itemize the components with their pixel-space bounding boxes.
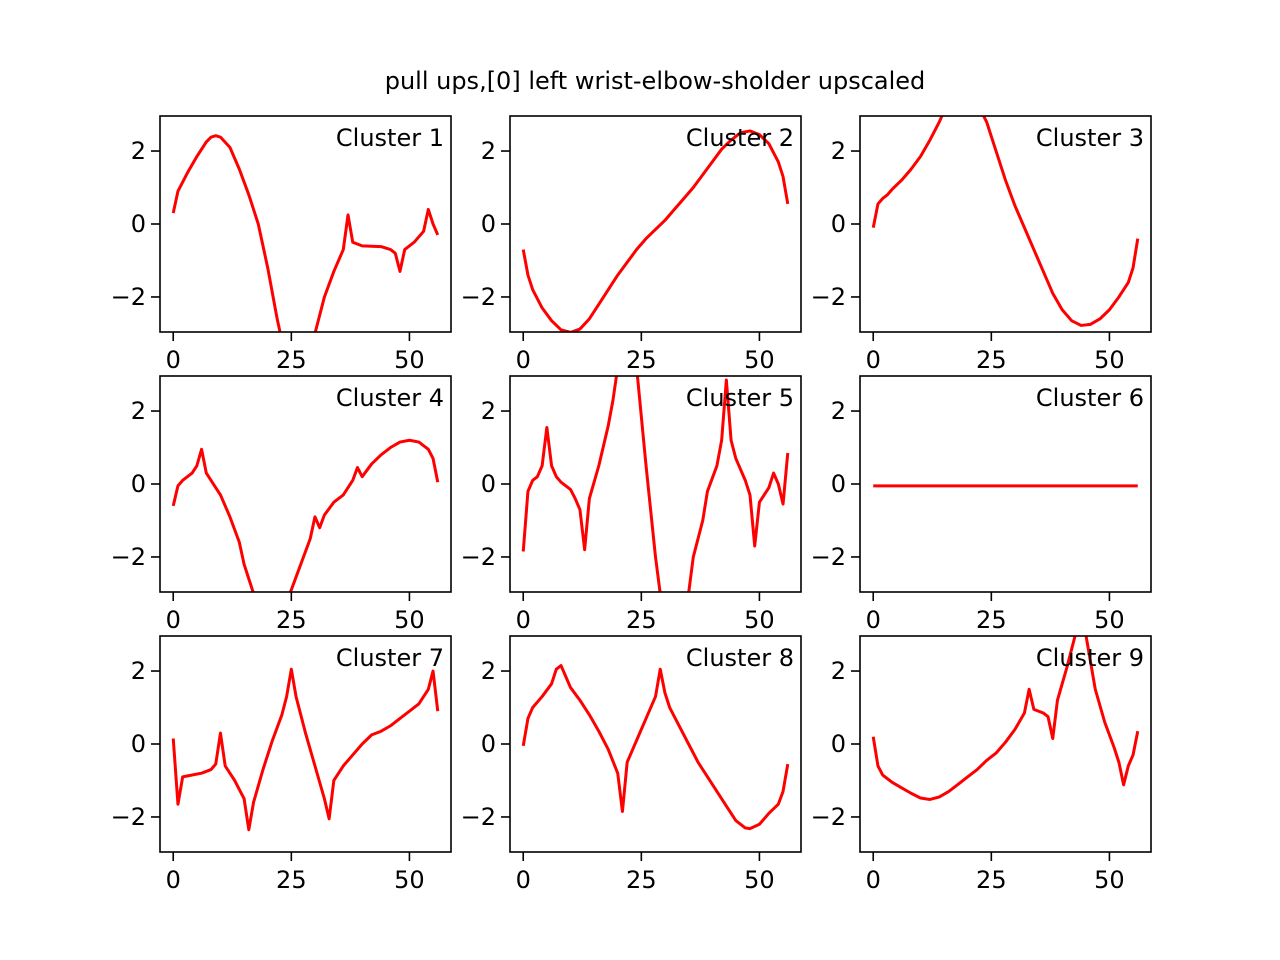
y-tick-label: 0 [131, 730, 146, 758]
subplot: −2 0 2 0 25 50 Cluster 9 [811, 635, 1152, 894]
data-line [521, 129, 790, 332]
x-tick-label: 50 [1094, 346, 1125, 374]
x-tick-label: 0 [166, 606, 181, 634]
y-tick-label: 2 [831, 137, 846, 165]
x-tick-label: 50 [394, 606, 425, 634]
x-tick-label: 25 [976, 606, 1007, 634]
y-tick-label: 0 [131, 210, 146, 238]
x-tick-label: 50 [744, 606, 775, 634]
x-tick-label: 25 [976, 346, 1007, 374]
subplot: −2 0 2 0 25 50 Cluster 7 [111, 635, 452, 894]
x-tick-label: 50 [394, 346, 425, 374]
y-tick-label: −2 [461, 543, 496, 571]
y-tick-label: 2 [481, 657, 496, 685]
data-line [871, 636, 1140, 801]
y-tick-label: 0 [831, 210, 846, 238]
y-tick-label: 0 [481, 730, 496, 758]
cluster-label: Cluster 9 [1036, 644, 1144, 672]
x-tick-label: 25 [276, 346, 307, 374]
y-tick-label: 0 [831, 730, 846, 758]
y-tick-label: 2 [131, 657, 146, 685]
cluster-label: Cluster 1 [336, 124, 444, 152]
x-tick-label: 50 [1094, 866, 1125, 894]
y-tick-label: 0 [131, 470, 146, 498]
y-tick-label: −2 [811, 283, 846, 311]
data-line [871, 116, 1140, 327]
subplot: −2 0 2 0 25 50 Cluster 5 [461, 375, 802, 634]
y-tick-label: −2 [111, 803, 146, 831]
subplot: −2 0 2 0 25 50 Cluster 1 [111, 115, 452, 374]
y-tick-label: −2 [461, 803, 496, 831]
subplot: −2 0 2 0 25 50 Cluster 4 [111, 375, 452, 634]
data-line [171, 438, 440, 592]
x-tick-label: 50 [1094, 606, 1125, 634]
x-tick-label: 25 [276, 866, 307, 894]
y-tick-label: 2 [831, 657, 846, 685]
y-tick-label: 2 [481, 397, 496, 425]
x-tick-label: 50 [744, 866, 775, 894]
x-tick-label: 0 [866, 866, 881, 894]
subplot: −2 0 2 0 25 50 Cluster 8 [461, 635, 802, 894]
x-tick-label: 0 [866, 346, 881, 374]
x-tick-label: 50 [394, 866, 425, 894]
x-tick-label: 25 [276, 606, 307, 634]
x-tick-label: 0 [516, 606, 531, 634]
cluster-label: Cluster 2 [686, 124, 794, 152]
cluster-label: Cluster 7 [336, 644, 444, 672]
subplot: −2 0 2 0 25 50 Cluster 2 [461, 115, 802, 374]
y-tick-label: 2 [131, 397, 146, 425]
y-tick-label: −2 [111, 543, 146, 571]
x-tick-label: 0 [166, 346, 181, 374]
x-tick-label: 25 [626, 866, 657, 894]
y-tick-label: −2 [461, 283, 496, 311]
y-tick-label: 2 [131, 137, 146, 165]
data-line [521, 664, 790, 831]
subplot: −2 0 2 0 25 50 Cluster 3 [811, 115, 1152, 374]
data-line [521, 376, 790, 592]
x-tick-label: 50 [744, 346, 775, 374]
x-tick-label: 0 [166, 866, 181, 894]
y-tick-label: 0 [481, 470, 496, 498]
cluster-label: Cluster 4 [336, 384, 444, 412]
data-line [171, 667, 440, 832]
y-tick-label: −2 [811, 543, 846, 571]
y-tick-label: 0 [481, 210, 496, 238]
subplot: −2 0 2 0 25 50 Cluster 6 [811, 375, 1152, 634]
cluster-label: Cluster 5 [686, 384, 794, 412]
x-tick-label: 0 [516, 346, 531, 374]
y-tick-label: 2 [481, 137, 496, 165]
x-tick-label: 25 [976, 866, 1007, 894]
x-tick-label: 0 [866, 606, 881, 634]
y-tick-label: −2 [111, 283, 146, 311]
x-tick-label: 25 [626, 346, 657, 374]
data-line [171, 134, 440, 332]
x-tick-label: 0 [516, 866, 531, 894]
y-tick-label: −2 [811, 803, 846, 831]
y-tick-label: 2 [831, 397, 846, 425]
x-tick-label: 25 [626, 606, 657, 634]
cluster-label: Cluster 6 [1036, 384, 1144, 412]
y-tick-label: 0 [831, 470, 846, 498]
cluster-label: Cluster 8 [686, 644, 794, 672]
cluster-label: Cluster 3 [1036, 124, 1144, 152]
figure-title: pull ups,[0] left wrist-elbow-sholder up… [385, 67, 926, 95]
